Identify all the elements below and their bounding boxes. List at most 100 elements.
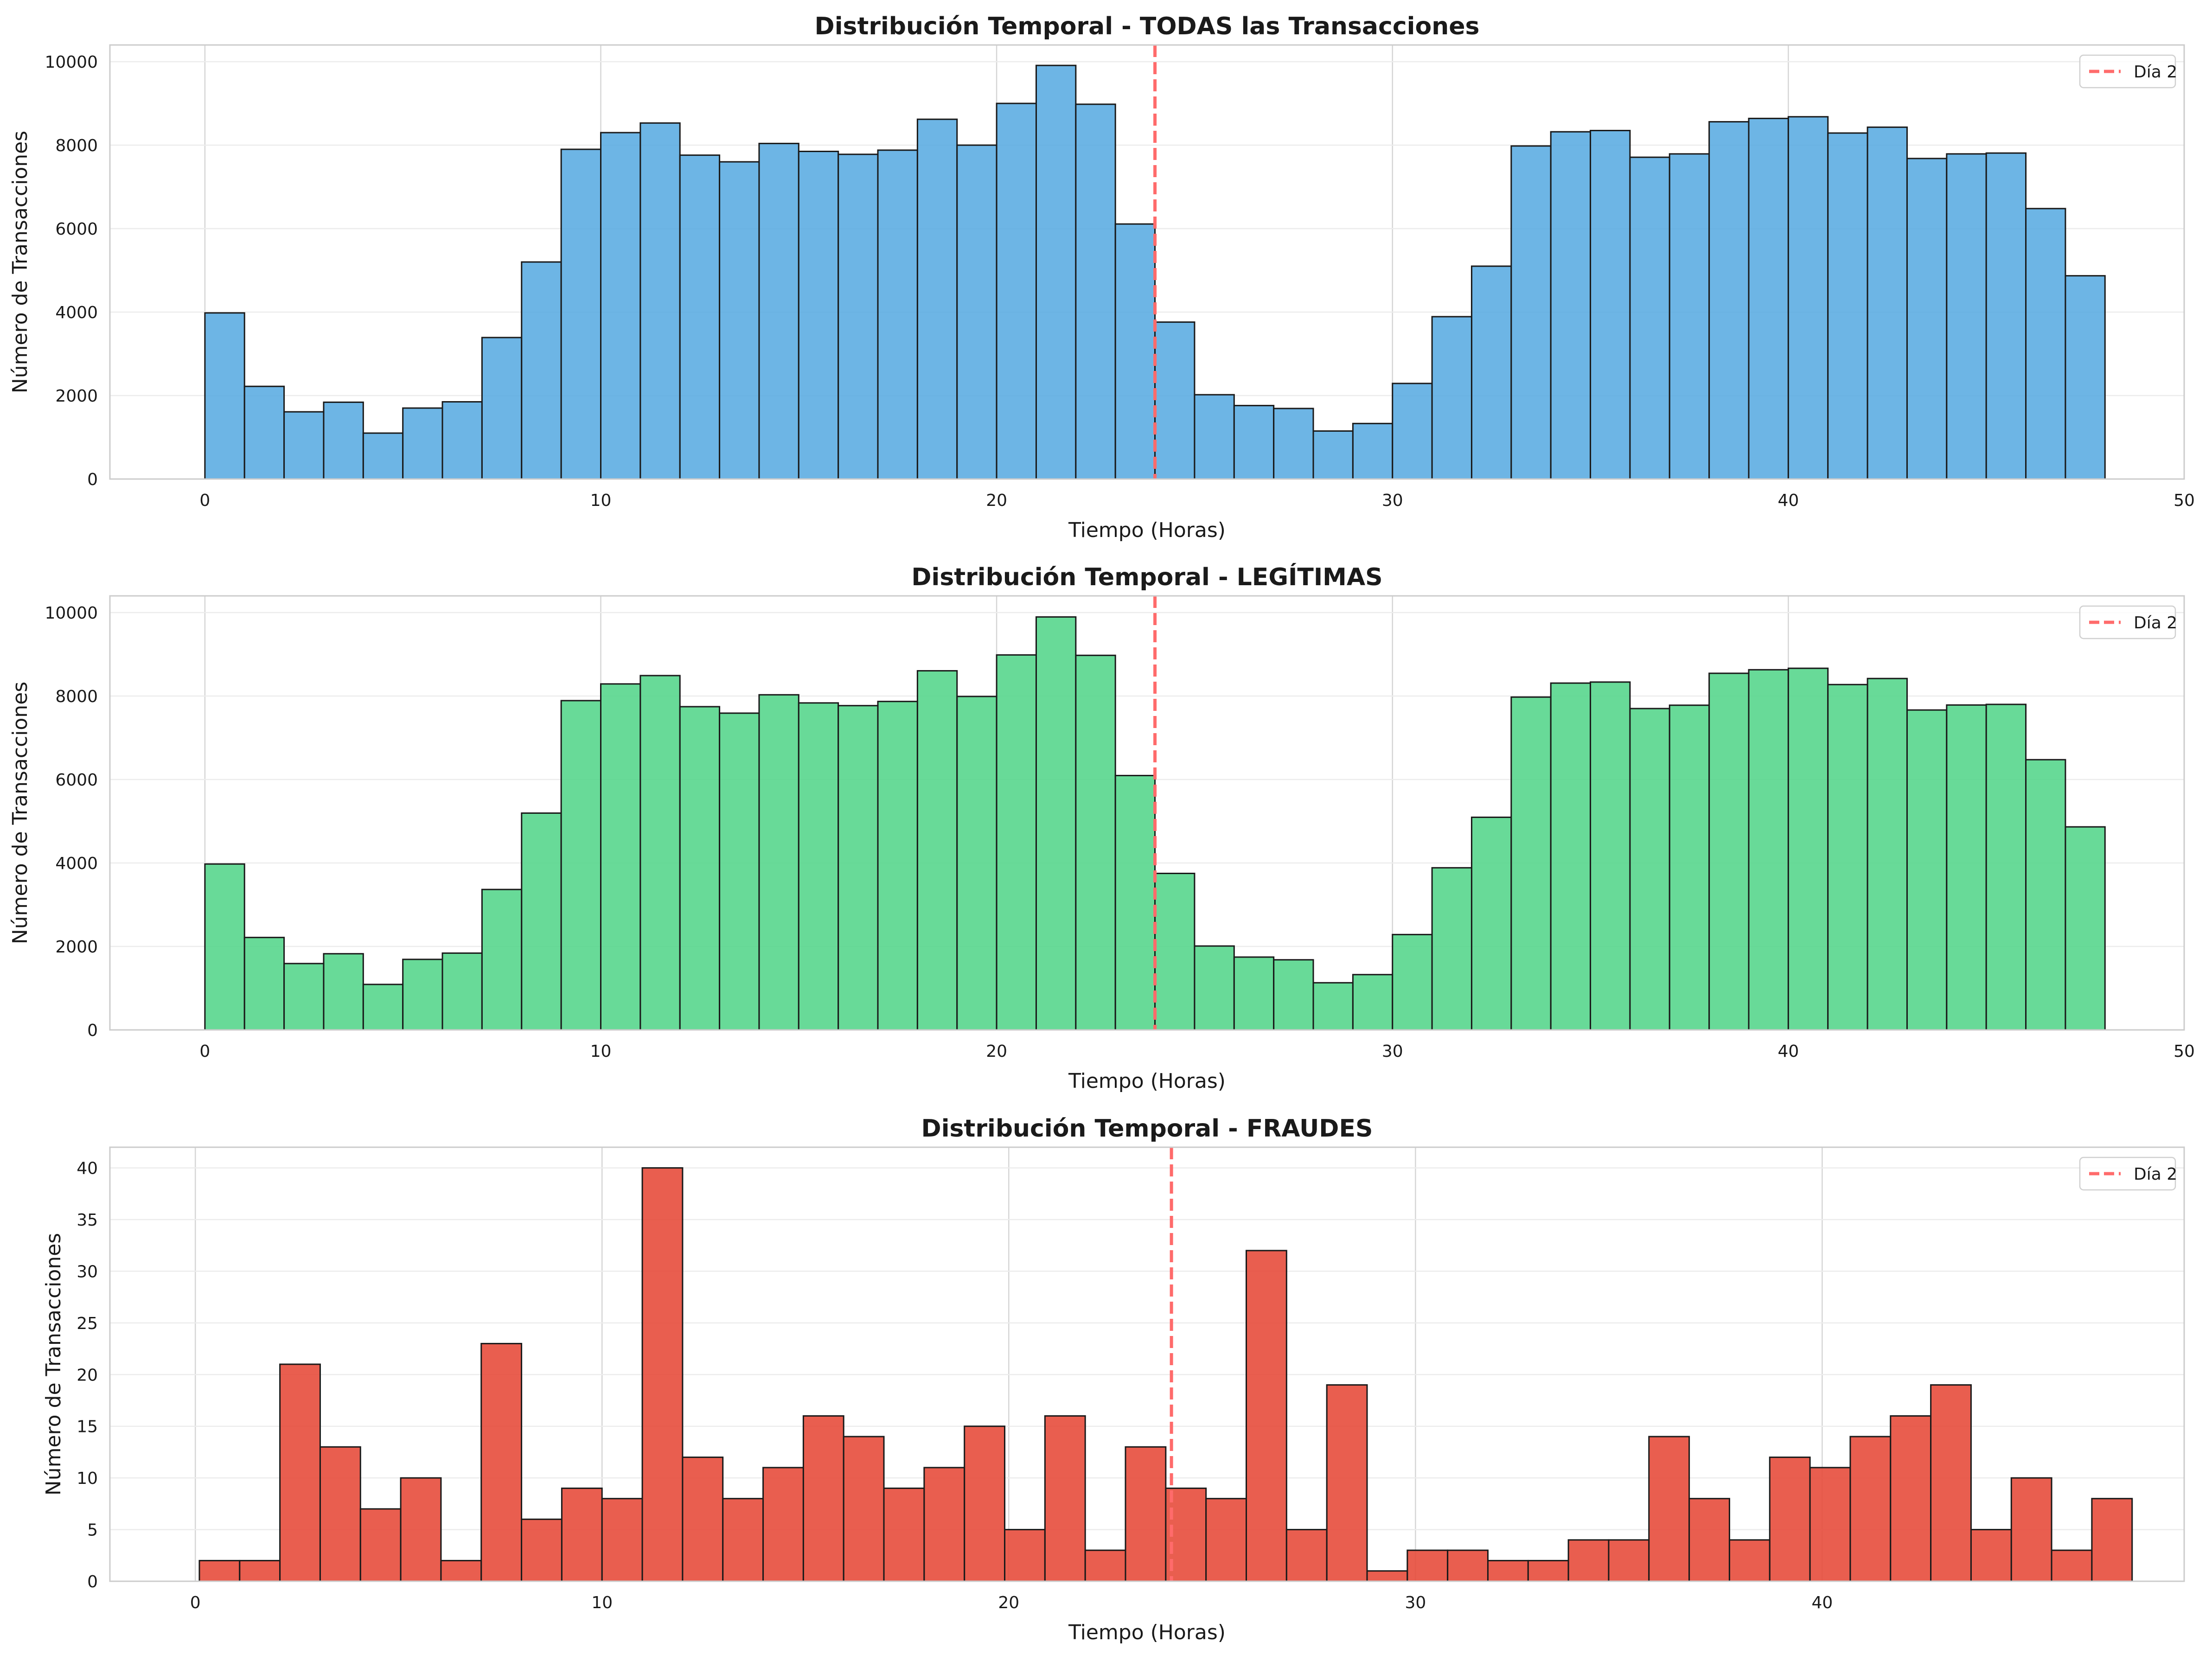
histogram-bar — [521, 812, 562, 1031]
x-axis-label: Tiempo (Horas) — [1068, 518, 1226, 542]
y-tick-label: 2000 — [55, 938, 98, 957]
histogram-bar — [1867, 677, 1908, 1031]
histogram-bar — [323, 953, 364, 1031]
y-tick-label: 10000 — [45, 53, 98, 72]
histogram-bar — [521, 261, 562, 480]
histogram-bar — [1827, 132, 1868, 480]
histogram-bar — [402, 958, 443, 1031]
x-tick-label: 30 — [1382, 491, 1403, 510]
histogram-bar — [641, 1167, 684, 1582]
histogram-bar — [1827, 684, 1868, 1031]
histogram-bar — [279, 1363, 321, 1582]
y-tick-label: 0 — [87, 470, 98, 489]
chart-title: Distribución Temporal - FRAUDES — [921, 1115, 1373, 1143]
x-tick-label: 0 — [199, 491, 210, 510]
histogram-bar — [798, 702, 839, 1031]
histogram-bar — [2025, 759, 2066, 1031]
histogram-bar — [916, 118, 958, 480]
histogram-bar — [400, 1477, 442, 1582]
plot-frame — [109, 1146, 2185, 1582]
histogram-bar — [1392, 383, 1433, 480]
histogram-bar — [1470, 816, 1512, 1031]
x-tick-label: 10 — [591, 1593, 613, 1612]
histogram-bar — [1035, 64, 1077, 480]
histogram-bar — [1787, 667, 1829, 1031]
y-tick-label: 8000 — [55, 136, 98, 155]
histogram-bar — [1510, 145, 1552, 480]
legend-label: Día 2 — [2134, 63, 2177, 82]
histogram-bar — [964, 1425, 1006, 1582]
histogram-bar — [1728, 1539, 1771, 1582]
y-axis-label: Número de Transacciones — [8, 131, 32, 393]
histogram-bar — [1906, 158, 1948, 480]
histogram-bar — [1233, 405, 1275, 480]
histogram-bar — [722, 1498, 764, 1582]
histogram-bar — [1648, 1436, 1690, 1582]
histogram-bar — [1708, 121, 1750, 480]
histogram-bar — [1285, 1529, 1328, 1582]
histogram-bar — [283, 411, 325, 480]
y-tick-label: 15 — [77, 1418, 98, 1437]
histogram-bar — [1406, 1549, 1449, 1582]
histogram-bar — [243, 937, 285, 1031]
histogram-bar — [1075, 103, 1116, 480]
x-tick-label: 20 — [998, 1593, 1019, 1612]
histogram-bar — [1629, 708, 1670, 1031]
legend-label: Día 2 — [2134, 1165, 2177, 1184]
histogram-bar — [1246, 1250, 1287, 1582]
histogram-bar — [1669, 153, 1710, 480]
chart-title: Distribución Temporal - TODAS las Transa… — [815, 13, 1480, 40]
histogram-bar — [441, 952, 483, 1031]
histogram-bar — [802, 1415, 844, 1582]
x-tick-label: 40 — [1777, 1042, 1799, 1061]
histogram-bar — [1431, 316, 1472, 480]
legend-box — [2079, 1157, 2176, 1191]
y-tick-label: 10 — [77, 1469, 98, 1488]
chart-title: Distribución Temporal - LEGÍTIMAS — [911, 563, 1382, 591]
histogram-bar — [1312, 430, 1354, 480]
histogram-bar — [2065, 826, 2106, 1031]
y-tick-label: 40 — [77, 1159, 98, 1178]
y-tick-label: 25 — [77, 1314, 98, 1333]
histogram-bar — [1233, 956, 1275, 1031]
y-tick-label: 0 — [87, 1021, 98, 1040]
legend: Día 2 — [2079, 1157, 2177, 1191]
histogram-bar — [923, 1467, 965, 1582]
histogram-bar — [521, 1518, 563, 1582]
chart-panel-3: 0 10 20 30 40 0 5 10 15 20 25 30 35 40 Distribución Te… — [42, 1115, 2185, 1644]
histogram-bar — [2091, 1498, 2133, 1582]
plot-frame — [109, 595, 2185, 1031]
histogram-bar — [1906, 709, 1948, 1031]
histogram-bar — [1035, 616, 1077, 1031]
y-tick-label: 6000 — [55, 771, 98, 790]
histogram-bar — [1787, 116, 1829, 480]
histogram-bar — [1567, 1539, 1610, 1582]
histogram-bar — [1431, 867, 1472, 1031]
x-tick-label: 20 — [986, 1042, 1007, 1061]
histogram-bar — [758, 694, 799, 1031]
x-tick-label: 20 — [986, 491, 1007, 510]
histogram-bar — [877, 701, 918, 1031]
histogram-bar — [481, 337, 523, 480]
histogram-bar — [600, 683, 641, 1031]
histogram-bar — [319, 1446, 361, 1582]
histogram-bar — [1550, 682, 1592, 1031]
histogram-bar — [1748, 117, 1789, 480]
histogram-bar — [1527, 1559, 1569, 1582]
histogram-bar — [1970, 1529, 2012, 1582]
histogram-bar — [1125, 1446, 1167, 1582]
y-axis-label: Número de Transacciones — [42, 1233, 65, 1495]
histogram-bar — [440, 1559, 482, 1582]
histogram-bar — [1194, 394, 1235, 480]
histogram-bar — [1470, 265, 1512, 480]
y-tick-label: 5 — [87, 1521, 98, 1540]
histogram-bar — [359, 1508, 402, 1582]
histogram-bar — [283, 963, 325, 1031]
histogram-bar — [1352, 422, 1394, 480]
histogram-bar — [1629, 156, 1670, 480]
histogram-bar — [719, 712, 760, 1031]
legend-label: Día 2 — [2134, 613, 2177, 633]
histogram-bar — [1273, 408, 1314, 480]
legend: Día 2 — [2079, 605, 2177, 639]
histogram-bar — [204, 312, 245, 480]
